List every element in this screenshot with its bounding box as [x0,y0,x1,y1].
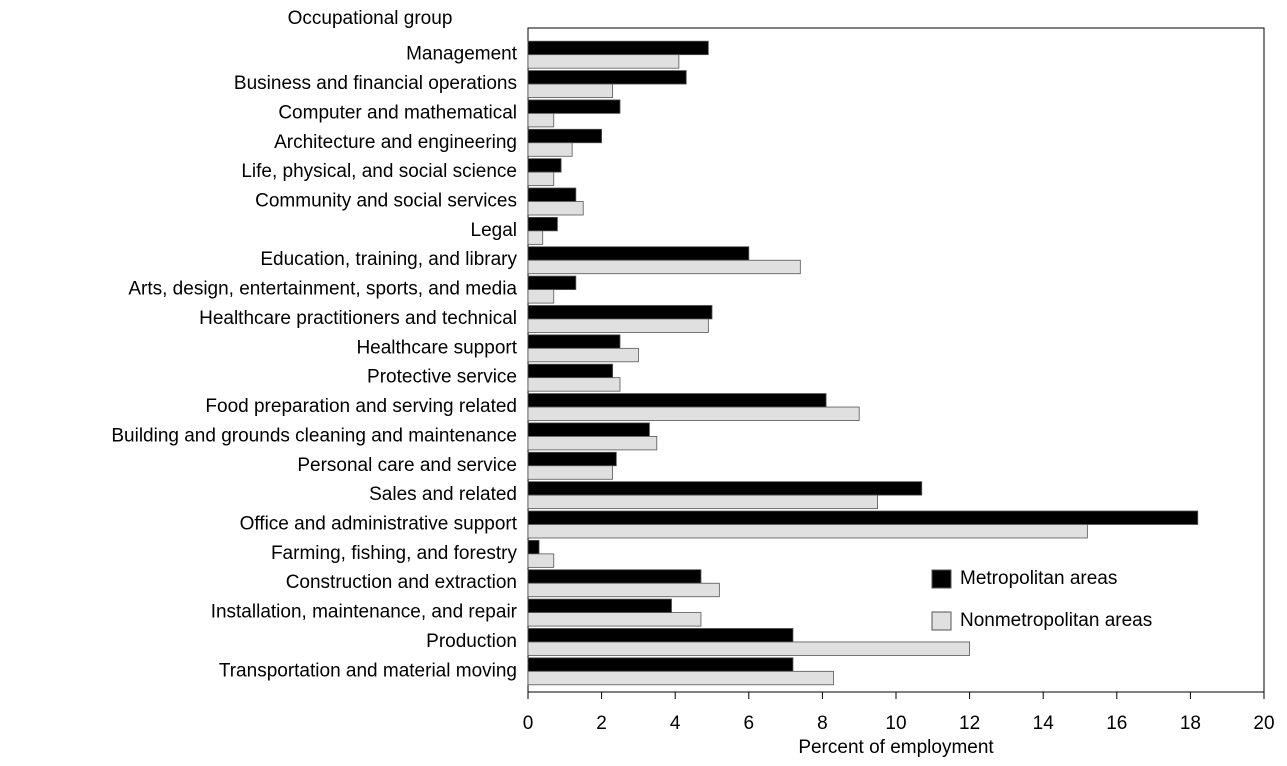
y-tick-label: Food preparation and serving related [205,396,517,417]
bar [527,553,555,568]
bar [527,377,621,392]
bar [527,201,584,216]
bar [527,142,573,157]
bar [527,436,658,451]
bar [527,628,794,643]
y-tick-label: Building and grounds cleaning and mainte… [111,425,517,446]
legend-swatch [931,569,952,589]
bar [527,171,555,187]
y-tick-label: Architecture and engineering [274,132,517,153]
bar [527,347,639,363]
y-tick-label: Healthcare support [356,337,517,358]
bar [527,598,672,613]
y-tick-label: Personal care and service [297,455,517,476]
y-tick-label: Production [426,631,517,652]
y-tick-label: Installation, maintenance, and repair [211,602,518,623]
x-tick-label: 12 [959,713,980,734]
x-tick-label: 4 [670,713,681,734]
bar [527,510,1199,525]
y-tick-label: Education, training, and library [260,249,517,270]
y-tick-label: Healthcare practitioners and technical [199,308,517,329]
bar [527,465,614,480]
y-tick-label: Transportation and material moving [219,660,517,681]
x-tick-label: 8 [817,713,828,734]
y-tick-label: Legal [471,220,518,241]
bar [527,612,702,627]
y-tick-label: Farming, fishing, and forestry [271,543,518,564]
bar [527,334,621,349]
legend-label: Nonmetropolitan areas [960,610,1152,631]
bar [527,128,602,144]
bar [527,582,720,598]
bar [527,494,879,510]
bar [527,216,558,232]
bar [527,230,544,245]
y-tick-label: Management [406,44,518,65]
y-tick-label: Sales and related [369,484,517,505]
x-tick-label: 14 [1033,713,1055,734]
y-tick-label: Construction and extraction [286,572,517,593]
bar [527,40,709,56]
y-tick-label: Life, physical, and social science [241,161,517,182]
bar [527,289,555,304]
bar [527,539,540,555]
y-tick-label: Protective service [367,367,517,388]
bar [527,275,577,290]
bar [527,393,827,408]
bar [527,569,702,584]
chart-title: Occupational group [288,8,453,29]
x-tick-label: 18 [1180,713,1201,734]
bar [527,406,860,421]
bar [527,70,687,85]
bar [527,305,713,320]
bar [527,113,555,128]
x-tick-label: 6 [744,713,755,734]
legend-swatch [931,611,952,631]
bar [527,481,923,496]
x-tick-label: 2 [596,713,607,734]
bar [527,670,834,686]
bar [527,99,621,114]
bar [527,83,614,98]
bar [527,246,750,261]
legend-label: Metropolitan areas [960,568,1117,589]
bar [527,259,801,275]
bar [527,363,614,379]
y-tick-label: Community and social services [255,191,517,212]
bar [527,318,709,333]
bar [527,158,562,173]
y-tick-label: Arts, design, entertainment, sports, and… [128,279,517,300]
y-tick-label: Office and administrative support [240,514,518,535]
x-axis-label: Percent of employment [798,737,994,758]
bar [527,451,617,467]
y-tick-label: Computer and mathematical [278,102,517,123]
bar [527,641,971,656]
bar [527,422,650,437]
y-tick-label: Business and financial operations [234,73,517,94]
x-tick-label: 16 [1106,713,1127,734]
bar [527,524,1088,539]
bar [527,187,577,202]
x-tick-label: 10 [885,713,906,734]
bar [527,657,794,672]
x-tick-label: 0 [523,713,534,734]
x-tick-label: 20 [1253,713,1274,734]
bar [527,54,680,69]
